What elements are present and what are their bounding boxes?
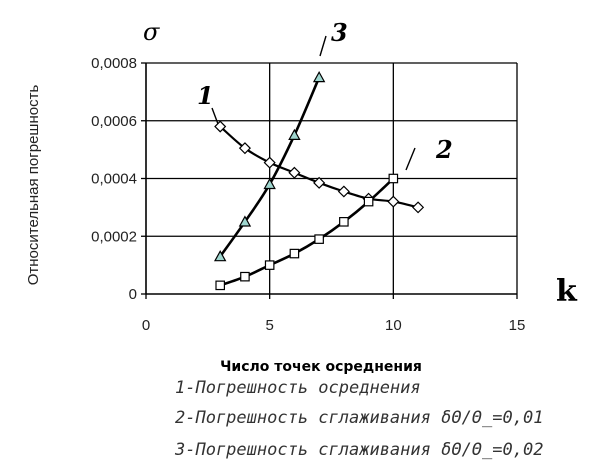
- series-1-line: [219, 125, 419, 209]
- series-1-point: [214, 120, 227, 133]
- series-3: [213, 70, 326, 262]
- series-3-point: [288, 128, 301, 140]
- x-axis-symbol: k: [556, 274, 578, 309]
- y-tick-label: 0: [129, 286, 137, 303]
- series-2-point: [289, 248, 300, 259]
- series-1-point: [337, 185, 350, 198]
- tick-labels: 0 0,0002 0,0004 0,0006 0,0008 0 5 10 15: [91, 55, 525, 334]
- series-2: [215, 173, 399, 291]
- series-1-point: [313, 176, 326, 189]
- series-3-point: [213, 250, 227, 262]
- curve-number-2: 2: [435, 135, 453, 164]
- y-tick-label: 0,0004: [91, 171, 137, 188]
- leader-line-2: [405, 147, 416, 171]
- legend-entry-3: 3-Погрешность сглаживания δΘ/Θ_=0,02: [174, 440, 543, 460]
- series-1-point: [387, 195, 400, 208]
- x-tick-label: 15: [509, 317, 526, 334]
- series-1-point: [412, 201, 425, 214]
- series-3-point: [263, 177, 276, 190]
- legend-entry-2: 2-Погрешность сглаживания δΘ/Θ_=0,01: [175, 408, 543, 428]
- legend-entry-1: 1-Погрешность осреднения: [175, 378, 421, 398]
- x-tick-label: 5: [265, 317, 273, 334]
- x-tick-label: 0: [142, 317, 150, 334]
- series-2-point: [215, 280, 225, 291]
- leader-line-3: [319, 35, 327, 57]
- series-2-point: [339, 217, 349, 227]
- leader-line-1: [211, 107, 219, 125]
- series-2-point: [314, 234, 324, 244]
- curve-number-1: 1: [197, 81, 214, 110]
- y-tick-label: 0,0008: [91, 55, 137, 72]
- series-2-point: [240, 271, 250, 282]
- x-axis-label: Число точек осреднения: [220, 359, 422, 375]
- curve-number-3: 3: [331, 18, 348, 47]
- series-2-point: [264, 260, 275, 270]
- axes: [141, 35, 518, 299]
- series-1-point: [288, 166, 301, 179]
- series-1-point: [263, 156, 276, 169]
- series-1: [214, 120, 425, 214]
- x-tick-label: 10: [385, 317, 402, 334]
- series-3-point: [238, 215, 252, 227]
- y-tick-label: 0,0002: [91, 228, 137, 245]
- series-2-point: [363, 196, 374, 207]
- series-1-point: [238, 142, 251, 155]
- series-2-point: [388, 173, 399, 184]
- series-group: [213, 70, 425, 291]
- y-axis-label: Относительная погрешность: [25, 85, 42, 286]
- y-axis-symbol: σ: [143, 18, 160, 46]
- y-tick-label: 0,0006: [91, 113, 137, 130]
- series-3-point: [312, 70, 326, 83]
